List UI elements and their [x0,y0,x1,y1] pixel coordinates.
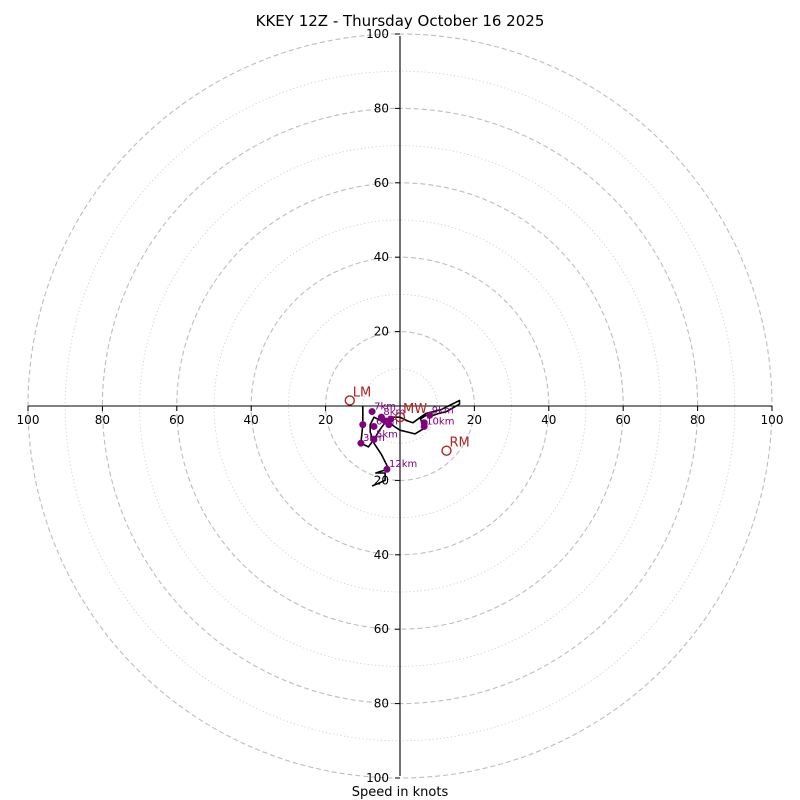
storm-motion-mw [394,411,406,423]
storm-motion-markers: LM RM MW [344,385,470,456]
storm-motion-rm [441,445,452,456]
tick-label-left-80: 80 [95,413,110,427]
tick-label-up-100: 100 [366,27,389,41]
height-label-12km: 12km [389,459,417,470]
tick-label-left-100: 100 [17,413,40,427]
tick-label-down-60: 60 [374,622,389,636]
height-markers: 3km5km6km7km8km9km10km12km [357,402,454,473]
tick-label-left-60: 60 [169,413,184,427]
tick-label-down-40: 40 [374,548,389,562]
storm-motion-lm [344,395,355,406]
height-marker-8 [387,415,395,423]
tick-label-up-40: 40 [374,250,389,264]
tick-label-down-20: 20 [374,473,389,487]
tick-label-up-80: 80 [374,101,389,115]
height-label-9km: 9km [432,405,454,416]
tick-label-left-20: 20 [318,413,333,427]
tick-label-right-20: 20 [467,413,482,427]
height-label-7km: 7km [374,402,396,413]
height-marker-1 [357,439,365,447]
tick-labels: 20 20 20 20 40 40 40 40 60 60 60 60 80 80 80 80 100 100 10… [17,27,784,785]
storm-motion-label-mw: MW [403,402,427,417]
storm-motion-label-lm: LM [353,385,371,400]
height-label-10km: 10km [426,416,454,427]
storm-motion-label-rm: RM [450,436,470,451]
tick-label-down-100: 100 [366,771,389,785]
tick-label-left-40: 40 [244,413,259,427]
tick-label-right-80: 80 [690,413,705,427]
x-axis-label: Speed in knots [352,785,449,800]
tick-label-down-80: 80 [374,697,389,711]
tick-label-up-60: 60 [374,176,389,190]
chart-title: KKEY 12Z - Thursday October 16 2025 [256,12,545,30]
height-marker-0 [359,421,367,429]
height-marker-3 [370,422,378,430]
height-marker-4 [368,408,376,416]
tick-label-up-20: 20 [374,325,389,339]
height-label-8km: 8km [383,407,405,418]
height-label-5km: 5km [376,429,398,440]
tick-label-right-40: 40 [541,413,556,427]
tick-label-right-100: 100 [761,413,784,427]
height-marker-11 [420,419,428,427]
height-marker-9 [426,411,434,419]
height-marker-2 [370,435,378,443]
tick-label-right-60: 60 [616,413,631,427]
height-marker-12 [383,465,391,473]
